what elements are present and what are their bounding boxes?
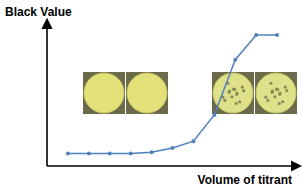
data-point: [275, 33, 279, 37]
photo-sample: [213, 73, 253, 113]
photo-speck: [284, 85, 287, 88]
plot-area: [66, 33, 279, 156]
data-point: [129, 152, 133, 156]
x-axis-title: Volume of titrant: [198, 173, 292, 187]
photo-speck: [281, 100, 284, 103]
photo-speck: [228, 89, 231, 92]
data-point: [233, 58, 237, 62]
data-point: [87, 152, 91, 156]
photo-speck: [271, 89, 274, 92]
photo-speck: [233, 88, 236, 91]
data-point: [254, 33, 258, 37]
photo-speck: [273, 95, 276, 98]
photo-speck: [278, 93, 281, 96]
data-point: [212, 113, 216, 117]
photo-speck: [276, 88, 279, 91]
sample-photo: [212, 72, 254, 114]
y-axis-title: Black Value: [5, 5, 72, 19]
photo-speck: [278, 102, 281, 105]
photo-speck: [238, 100, 241, 103]
photo-speck: [242, 89, 245, 92]
photo-sample: [127, 73, 167, 113]
photo-speck: [269, 82, 272, 85]
x-axis-line: [47, 165, 300, 167]
photo-speck: [235, 102, 238, 105]
data-point: [108, 152, 112, 156]
sample-photo: [255, 72, 297, 114]
y-axis-line: [46, 20, 48, 166]
photo-background: [212, 72, 254, 114]
photo-background: [126, 72, 168, 114]
sample-photo: [126, 72, 168, 114]
photo-speck: [264, 96, 267, 99]
photo-speck: [223, 99, 226, 102]
data-point: [171, 146, 175, 150]
data-line: [68, 35, 277, 154]
chart: Black Value Volume of titrant: [0, 0, 302, 189]
photo-speck: [241, 85, 244, 88]
photo-sample: [256, 73, 296, 113]
x-axis: [47, 166, 300, 167]
photo-speck: [235, 93, 238, 96]
photo-sample: [84, 73, 124, 113]
photo-background: [83, 72, 125, 114]
photo-speck: [285, 89, 288, 92]
sample-photo: [83, 72, 125, 114]
sample-photos: [83, 72, 297, 114]
photo-background: [255, 72, 297, 114]
photo-speck: [266, 99, 269, 102]
y-axis: [47, 20, 48, 166]
data-point: [191, 139, 195, 143]
photo-speck: [230, 95, 233, 98]
data-point: [150, 150, 154, 154]
data-point: [66, 152, 70, 156]
